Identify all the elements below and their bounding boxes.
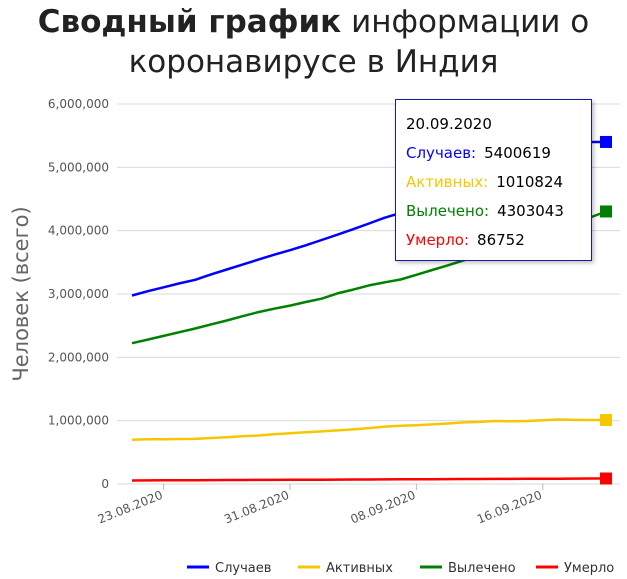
legend-label-2: Вылечено (448, 561, 516, 576)
legend-label-1: Активных (326, 561, 393, 576)
chart-title: Сводный график информации о коронавирусе… (0, 2, 627, 82)
y-tick-label: 0 (101, 477, 109, 491)
legend-label-3: Умерло (564, 561, 614, 576)
y-tick-label: 1,000,000 (48, 414, 109, 428)
chart-tooltip: 20.09.2020 Случаев: 5400619 Активных: 1010… (395, 99, 592, 261)
tooltip-label-cases: Случаев: (406, 144, 477, 162)
series-endpoint-marker-2 (600, 205, 612, 218)
chart-title-line2: коронавирусе в Индия (128, 44, 499, 80)
chart-title-bold: Сводный график (37, 4, 342, 40)
tooltip-value-cases: 5400619 (484, 144, 551, 162)
tooltip-label-recovered: Вылечено: (406, 202, 490, 220)
tooltip-date: 20.09.2020 (406, 115, 492, 133)
tooltip-row-cases: Случаев: 5400619 (406, 139, 581, 168)
y-axis-label: Человек (всего) (9, 206, 33, 381)
tooltip-value-recovered: 4303043 (497, 202, 564, 220)
series-endpoint-marker-1 (600, 413, 612, 426)
series-endpoint-marker-0 (600, 135, 612, 148)
x-tick-label: 23.08.2020 (96, 488, 165, 527)
tooltip-value-deaths: 86752 (477, 231, 525, 249)
chart-title-rest: информации о (341, 4, 590, 40)
tooltip-row-deaths: Умерло: 86752 (406, 226, 581, 255)
y-tick-label: 5,000,000 (48, 160, 109, 174)
y-tick-label: 2,000,000 (48, 350, 109, 364)
legend-label-0: Случаев (215, 561, 271, 576)
tooltip-label-deaths: Умерло: (406, 231, 470, 249)
tooltip-row-active: Активных: 1010824 (406, 168, 581, 197)
series-line-1 (131, 418, 606, 442)
tooltip-row-recovered: Вылечено: 4303043 (406, 197, 581, 226)
x-tick-label: 31.08.2020 (222, 488, 291, 527)
y-tick-label: 4,000,000 (48, 224, 109, 238)
y-tick-label: 3,000,000 (48, 287, 109, 301)
tooltip-value-active: 1010824 (496, 173, 564, 191)
series-line-3 (131, 477, 606, 482)
x-tick-label: 16.09.2020 (475, 488, 544, 527)
tooltip-label-active: Активных: (406, 173, 489, 191)
series-endpoint-marker-3 (600, 472, 612, 485)
x-tick-label: 08.09.2020 (349, 488, 418, 527)
y-tick-label: 6,000,000 (48, 97, 109, 111)
